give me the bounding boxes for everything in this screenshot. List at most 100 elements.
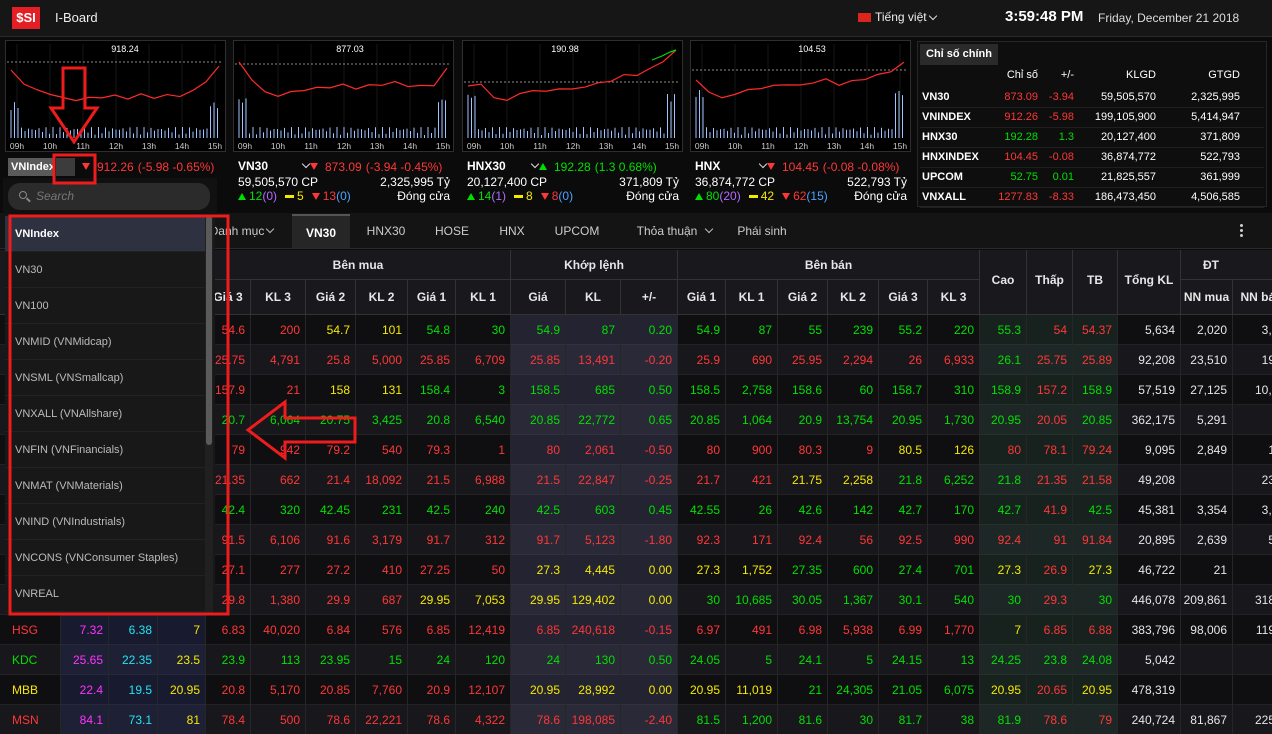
board-cell: 30 — [1098, 593, 1112, 607]
board-cell: 57,519 — [1138, 383, 1175, 397]
dropdown-item[interactable]: VNMID (VNMidcap) — [5, 324, 205, 360]
row-divider — [920, 167, 1264, 168]
breadth: 12 (0) 5 13 (0) — [238, 189, 388, 204]
index-cell: 104.45 — [1004, 151, 1038, 163]
board-cell: 6,709 — [474, 353, 505, 367]
board-cell: 27.2 — [326, 563, 350, 577]
dropdown-item[interactable]: VNIndex — [5, 216, 205, 252]
board-cell: 60 — [859, 383, 873, 397]
board-cell: 25.75 — [214, 353, 245, 367]
column-rule — [1117, 315, 1118, 734]
session-status: Đóng cửa — [626, 189, 679, 203]
board-cell: 12,419 — [468, 623, 505, 637]
hour-label: 12h — [794, 141, 808, 151]
tab[interactable]: HNX — [499, 224, 525, 238]
column-header: +/- — [620, 280, 677, 315]
board-cell: 158 — [329, 383, 350, 397]
tab[interactable]: HNX30 — [366, 224, 406, 238]
dropdown-item[interactable]: VNREAL — [5, 576, 205, 612]
match-band — [510, 405, 677, 435]
tab[interactable]: HOSE — [434, 224, 469, 238]
index-cell: 371,809 — [1200, 131, 1240, 143]
panel-tab[interactable]: Chỉ số chính — [920, 44, 998, 65]
search-placeholder: Search — [36, 189, 75, 203]
board-cell: 6.85 — [426, 623, 450, 637]
dropdown-item[interactable]: VN30 — [5, 252, 205, 288]
ref-price: 7.32 — [79, 623, 103, 637]
board-cell: 21.75 — [791, 473, 822, 487]
board-cell: 24.25 — [990, 653, 1021, 667]
board-cell: 30 — [1007, 593, 1021, 607]
board-cell: 27.3 — [536, 563, 560, 577]
logo[interactable]: $SI — [12, 7, 40, 29]
board-cell: 10,57 — [1254, 383, 1272, 397]
column-rule — [565, 315, 566, 734]
stats-band — [979, 315, 1117, 345]
board-cell: 129,402 — [571, 593, 615, 607]
ceiling-count: (20) — [719, 189, 741, 203]
tab[interactable]: Danh mục — [209, 224, 265, 238]
select-toggle[interactable] — [56, 158, 75, 176]
ref-band — [60, 675, 205, 705]
scrollbar-thumb[interactable] — [206, 216, 212, 445]
dropdown-item[interactable]: VNCONS (VNConsumer Staples) — [5, 540, 205, 576]
column-rule — [407, 315, 408, 734]
dropdown-item[interactable]: VNFIN (VNFinancials) — [5, 432, 205, 468]
tab[interactable]: Phái sinh — [737, 224, 787, 238]
hour-label: 13h — [599, 141, 613, 151]
column-header: Giá — [510, 280, 565, 315]
index-cell: 192.28 — [1004, 131, 1038, 143]
board-cell: 20.85 — [689, 413, 720, 427]
board-cell: 21.5 — [426, 473, 450, 487]
hour-label: 11h — [304, 141, 318, 151]
column-header: KL 2 — [355, 280, 407, 315]
board-cell: 701 — [953, 563, 974, 577]
ref-band — [60, 615, 205, 645]
board-cell: 42.5 — [536, 503, 560, 517]
match-band — [510, 495, 677, 525]
board-cell: 687 — [381, 593, 402, 607]
down-arrow — [311, 193, 320, 200]
tab[interactable]: VN30 — [292, 214, 350, 248]
index-select[interactable]: VNIndex — [8, 158, 55, 176]
board-cell: 3,00 — [1261, 503, 1272, 517]
chart-name: VN30 — [238, 159, 269, 173]
board-cell: 7,053 — [474, 593, 505, 607]
menu-dot[interactable] — [1240, 234, 1243, 237]
board-cell: 42.45 — [319, 503, 350, 517]
board-cell: 80.3 — [798, 443, 822, 457]
board-cell: 20.85 — [529, 413, 560, 427]
column-header: Thấp — [1026, 250, 1072, 315]
board-cell: 29.95 — [529, 593, 560, 607]
hour-label: 13h — [370, 141, 384, 151]
board-cell: 25.95 — [791, 353, 822, 367]
board-cell: 231 — [381, 503, 402, 517]
board-cell: 5,938 — [842, 623, 873, 637]
match-band — [510, 525, 677, 555]
dropdown-item[interactable]: VN100 — [5, 288, 205, 324]
group-header: Bên bán — [677, 250, 979, 280]
board-cell: 158.6 — [791, 383, 822, 397]
dropdown-item[interactable]: VNSML (VNSmallcap) — [5, 360, 205, 396]
dropdown-item[interactable]: VNXALL (VNAllshare) — [5, 396, 205, 432]
tab[interactable]: Thỏa thuận — [636, 224, 698, 238]
price-line-up — [651, 49, 677, 61]
dropdown-item[interactable]: VNMAT (VNMaterials) — [5, 468, 205, 504]
dropdown-item[interactable]: VNIND (VNIndustrials) — [5, 504, 205, 540]
menu-dot[interactable] — [1240, 224, 1243, 227]
quote-price: 912.26 — [97, 159, 134, 174]
board-cell: 20.65 — [1036, 683, 1067, 697]
board-cell: 50 — [491, 563, 505, 577]
board-cell: 13,754 — [836, 413, 873, 427]
menu-dot[interactable] — [1240, 229, 1243, 232]
search-box[interactable]: Search — [8, 183, 210, 210]
board-cell: 158.4 — [419, 383, 450, 397]
board-cell: 685 — [594, 383, 615, 397]
language[interactable]: Tiếng việt — [875, 10, 927, 24]
tab[interactable]: UPCOM — [554, 224, 600, 238]
index-cell: 20,127,400 — [1100, 131, 1156, 143]
board-cell: 1,200 — [741, 713, 772, 727]
board-cell: 2,258 — [842, 473, 873, 487]
